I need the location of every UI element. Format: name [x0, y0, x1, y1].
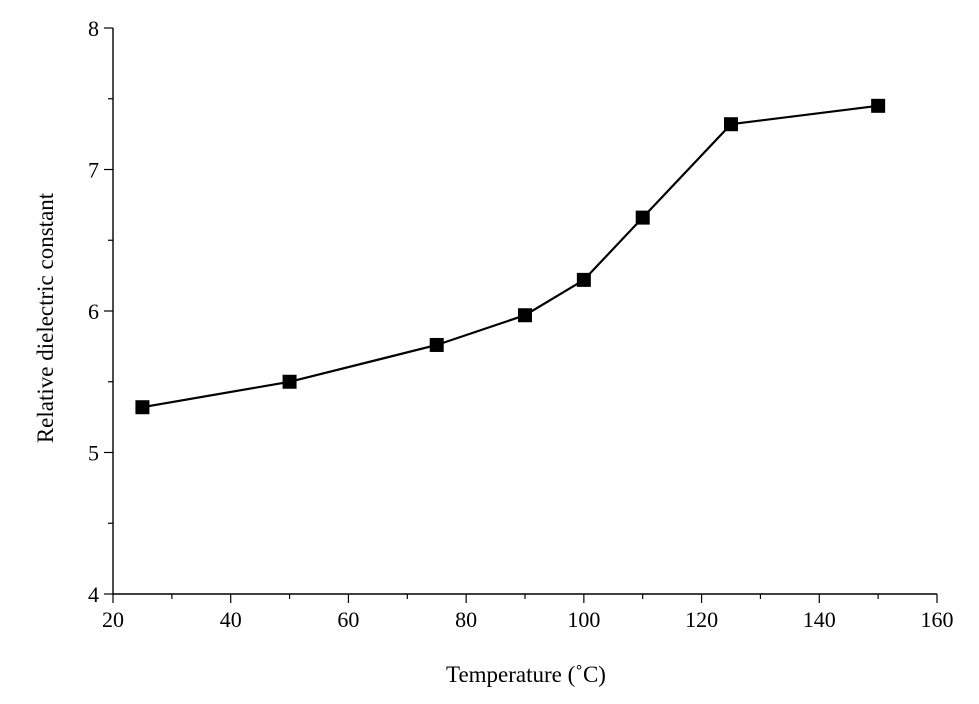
- data-point-marker: [724, 117, 738, 132]
- ticks: 20 40 60 80 100 120 140 160 4 5 6 7 8: [88, 16, 954, 632]
- data-point-marker: [429, 337, 444, 352]
- series-line: [142, 104, 879, 409]
- x-tick-label: 80: [455, 607, 477, 632]
- data-point-marker: [518, 308, 532, 323]
- x-tick-label: 160: [921, 607, 954, 632]
- data-point-marker: [282, 374, 297, 389]
- y-tick-label: 4: [88, 582, 99, 607]
- y-tick-label: 8: [88, 16, 99, 41]
- series: [135, 98, 886, 415]
- x-tick-label: 40: [220, 607, 242, 632]
- data-point-marker: [576, 272, 591, 287]
- y-tick-label: 7: [88, 158, 99, 183]
- y-tick-label: 6: [88, 299, 99, 324]
- x-tick-label: 60: [337, 607, 359, 632]
- y-axis-title: Relative dielectric constant: [33, 192, 58, 443]
- x-axis-title: Temperature (˚C): [446, 662, 606, 687]
- data-point-marker: [135, 400, 150, 415]
- x-tick-label: 140: [803, 607, 836, 632]
- x-tick-label: 120: [685, 607, 718, 632]
- x-tick-label: 100: [567, 607, 600, 632]
- x-tick-label: 20: [102, 607, 124, 632]
- y-tick-label: 5: [88, 441, 99, 466]
- data-point-marker: [871, 98, 886, 113]
- data-point-marker: [635, 210, 650, 225]
